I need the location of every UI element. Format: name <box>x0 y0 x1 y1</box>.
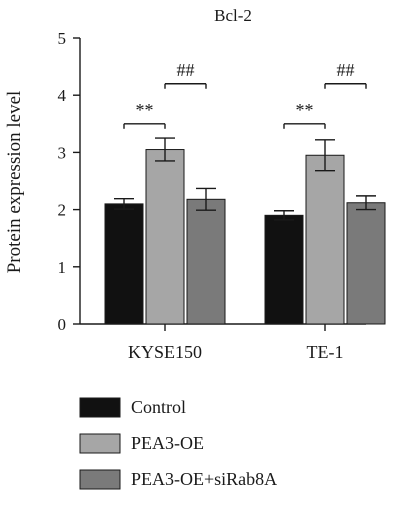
legend-label-1: PEA3-OE <box>131 433 204 453</box>
bar-te-1-1 <box>305 154 345 325</box>
legend-swatch-1 <box>79 433 121 454</box>
bar-kyse150-2 <box>186 198 226 325</box>
y-axis-label: Protein expression level <box>4 91 25 274</box>
y-tick-label: 5 <box>58 29 67 48</box>
chart-title: Bcl-2 <box>214 6 252 25</box>
y-tick-label: 0 <box>58 315 67 334</box>
y-tick-label: 3 <box>58 143 67 162</box>
y-tick-label: 4 <box>58 86 67 105</box>
y-tick-label: 1 <box>58 258 67 277</box>
legend-swatch-0 <box>79 397 121 418</box>
bar-kyse150-0 <box>104 203 144 325</box>
x-tick-label-kyse150: KYSE150 <box>128 342 202 362</box>
significance-label: ## <box>337 60 355 80</box>
significance-label: ** <box>296 100 314 120</box>
legend-label-0: Control <box>131 397 186 417</box>
bar-te-1-0 <box>264 214 304 325</box>
y-tick-label: 2 <box>58 201 67 220</box>
legend-swatch-2 <box>79 469 121 490</box>
x-tick-label-te-1: TE-1 <box>307 342 344 362</box>
legend-label-2: PEA3-OE+siRab8A <box>131 469 277 489</box>
bar-te-1-2 <box>346 202 386 325</box>
bar-kyse150-1 <box>145 149 185 325</box>
significance-label: ** <box>136 100 154 120</box>
significance-label: ## <box>177 60 195 80</box>
